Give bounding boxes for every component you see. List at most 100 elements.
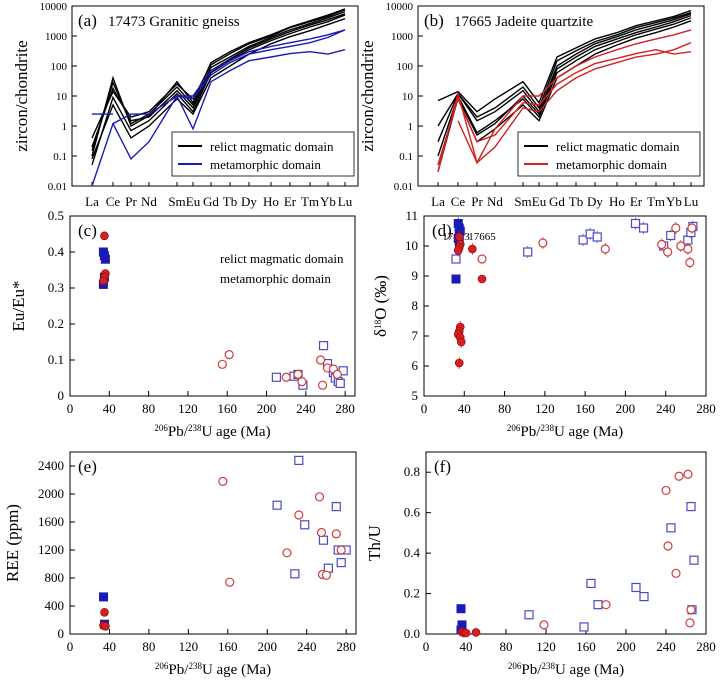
x-tick-label: 120 (179, 639, 199, 654)
x-tick-label: 0 (421, 401, 428, 416)
x-tick-label: Ho (609, 194, 625, 209)
y-tick-label: 0.01 (394, 181, 413, 193)
data-point-open-circle (477, 254, 487, 264)
label-text: δ (371, 329, 390, 337)
data-point-open-circle (281, 372, 291, 382)
label-superscript: 206 (508, 661, 522, 671)
series-line-relict (91, 9, 346, 139)
x-tick-label: 0 (67, 401, 74, 416)
y-tick-label: 5 (412, 388, 419, 403)
data-point-open-circle (297, 377, 307, 387)
data-point-open-square (335, 378, 345, 388)
data-point-open-circle (316, 355, 326, 365)
plot-frame (69, 215, 356, 397)
data-point-open-circle (539, 620, 549, 630)
x-tick-label: Yb (320, 194, 336, 209)
series-line-metamorphic (437, 48, 692, 166)
label-superscript: 238 (188, 423, 202, 433)
y-tick-label: 0.3 (48, 280, 64, 295)
data-point-filled-circle (100, 607, 109, 617)
data-point-open-circle (293, 369, 303, 379)
data-point-open-square (523, 247, 533, 257)
data-point-open-square (686, 502, 696, 512)
x-tick-label: Nd (487, 194, 503, 209)
y-tick-label: 8 (412, 298, 419, 313)
x-tick-label: Gd (203, 194, 219, 209)
x-tick-label: 280 (696, 401, 716, 416)
data-point-open-square (630, 218, 641, 229)
x-tick-label: Dy (241, 194, 257, 209)
x-tick-label: Lu (338, 194, 353, 209)
x-tick-label: Tm (647, 194, 665, 209)
label-superscript: 18 (373, 319, 383, 329)
x-tick-label: Tb (569, 194, 583, 209)
x-tick-label: 280 (335, 401, 355, 416)
data-point-open-circle (683, 244, 693, 254)
data-point-open-circle (663, 247, 673, 257)
data-point-open-circle (671, 223, 681, 233)
label-superscript: 238 (188, 661, 202, 671)
y-tick-label: 1200 (38, 542, 64, 557)
y-tick-label: 0.0 (404, 626, 420, 641)
panel-c: 0 40 80 120 160 200 240 28000.10.20.30.40.5206P… (9, 208, 496, 440)
x-tick-label: 80 (142, 401, 155, 416)
data-point-open-circle (224, 350, 234, 360)
data-point-open-square (336, 557, 346, 568)
data-point-open-circle (294, 510, 304, 520)
y-tick-label: 0.8 (404, 464, 420, 479)
label-text: U age (Ma) (555, 662, 624, 678)
y-tick-label: 800 (45, 570, 65, 585)
y-tick-label: 0.2 (48, 316, 64, 331)
data-point-open-circle (601, 600, 611, 610)
data-point-open-circle (217, 359, 227, 369)
legend-label: metamorphic domain (556, 157, 667, 172)
y-tick-label: 10 (405, 238, 418, 253)
series-line-relict (437, 9, 692, 113)
data-point-open-circle (331, 529, 341, 539)
x-tick-label: 120 (536, 639, 556, 654)
x-tick-label: 40 (460, 639, 473, 654)
data-point-open-square (294, 455, 304, 465)
label-text: O (‰) (371, 275, 390, 320)
x-tick-label: 40 (103, 639, 116, 654)
y-tick-label: 6 (412, 358, 419, 373)
data-point-open-circle (671, 568, 681, 578)
label-text: Pb/ (521, 662, 542, 678)
data-point-open-circle (336, 545, 346, 555)
data-point-filled-circle (100, 231, 109, 241)
label-text: U age (Ma) (201, 424, 270, 440)
y-tick-label: 0 (58, 388, 65, 403)
plot-frame (69, 451, 357, 635)
x-tick-label: Eu (186, 194, 201, 209)
y-tick-label: 0.01 (48, 181, 67, 193)
x-axis-label: 206Pb/238U age (Ma) (155, 661, 271, 678)
data-point-open-square (271, 372, 281, 382)
data-point-open-circle (316, 527, 327, 538)
data-point-open-square (318, 535, 329, 545)
data-point-open-square (666, 230, 676, 241)
y-axis-label: zircon/chondrite (358, 40, 377, 151)
x-tick-label: La (431, 194, 445, 209)
series-line-metamorphic (437, 29, 692, 172)
x-tick-label: 200 (616, 639, 636, 654)
x-axis-label: 206Pb/238U age (Ma) (508, 661, 624, 678)
panel-label: (f) (434, 457, 451, 476)
data-point-filled-circle (471, 628, 481, 637)
x-tick-label: Eu (532, 194, 547, 209)
x-tick-label: Yb (666, 194, 682, 209)
data-point-open-square (578, 235, 588, 245)
x-tick-label: 240 (656, 639, 676, 654)
data-point-open-square (689, 555, 699, 565)
y-tick-label: 0.1 (48, 352, 64, 367)
x-tick-label: 80 (142, 639, 155, 654)
y-tick-label: 100 (397, 61, 414, 73)
data-point-open-square (318, 341, 329, 351)
data-point-filled-square (456, 604, 466, 614)
x-tick-label: Sm (168, 194, 185, 209)
legend-label: metamorphic domain (210, 157, 321, 172)
data-point-open-square (451, 254, 461, 264)
data-point-open-square (272, 500, 282, 510)
data-point-open-circle (600, 244, 610, 254)
x-tick-label: 280 (336, 639, 356, 654)
data-point-open-circle (317, 380, 328, 390)
